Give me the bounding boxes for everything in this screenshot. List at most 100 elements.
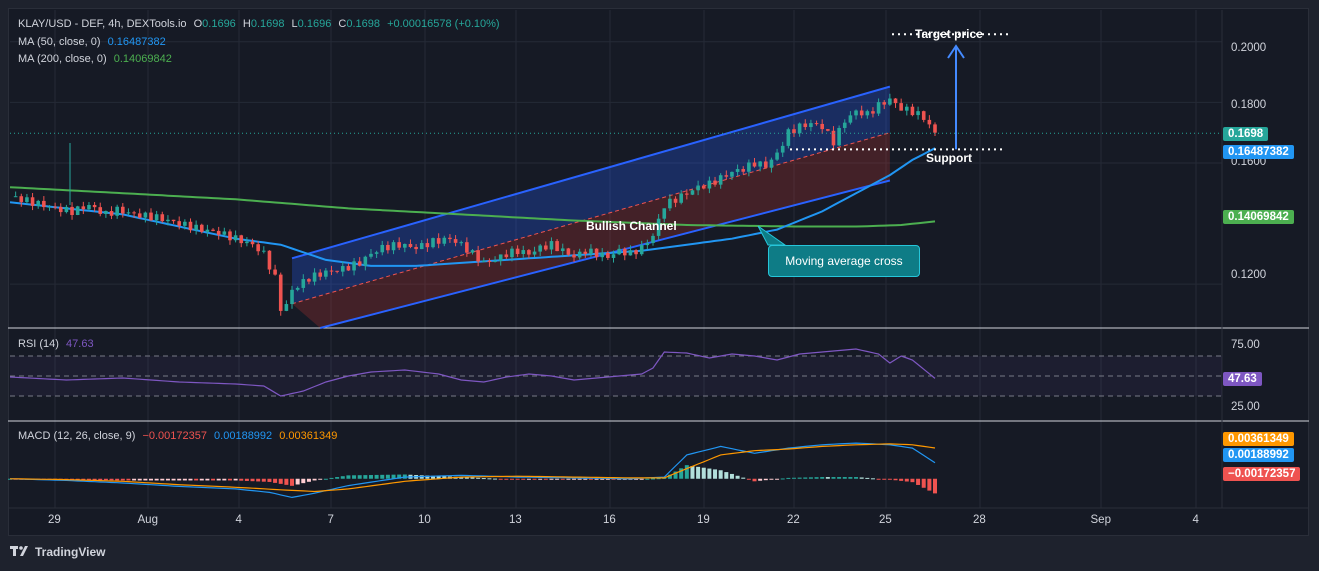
macd-histogram-bar xyxy=(904,478,909,482)
candle-body xyxy=(374,252,379,254)
macd-histogram-bar xyxy=(244,478,249,481)
macd-histogram-bar xyxy=(154,478,159,481)
histogram-value-tag: −0.00172357 xyxy=(1223,467,1301,481)
macd-histogram-bar xyxy=(532,478,537,480)
macd-histogram-bar xyxy=(617,478,622,480)
candle-body xyxy=(352,261,356,271)
macd-histogram-bar xyxy=(227,478,232,481)
tradingview-logo-icon xyxy=(10,546,28,556)
signal-line xyxy=(10,443,936,493)
candle-body xyxy=(876,102,881,114)
macd-histogram-bar xyxy=(825,477,830,479)
macd-histogram-bar xyxy=(278,478,283,484)
date-tick: 19 xyxy=(697,514,710,526)
tradingview-brand[interactable]: TradingView xyxy=(10,545,105,559)
date-tick: 10 xyxy=(418,514,431,526)
macd-histogram-bar xyxy=(831,477,836,479)
macd-histogram-bar xyxy=(391,474,396,479)
open-value: 0.1696 xyxy=(202,18,236,30)
ma200-legend[interactable]: MA (200, close, 0) 0.14069842 xyxy=(18,53,176,65)
macd-line-value: 0.00188992 xyxy=(214,430,273,442)
macd-histogram-bar xyxy=(910,478,915,483)
candle-body xyxy=(763,161,768,168)
candle-body xyxy=(121,206,125,214)
candle-body xyxy=(324,270,328,277)
macd-histogram-bar xyxy=(267,478,272,482)
candle-body xyxy=(651,235,655,243)
macd-histogram-bar xyxy=(820,477,825,479)
macd-histogram-bar xyxy=(312,478,317,481)
high-value: 0.1698 xyxy=(250,18,285,30)
macd-histogram-bar xyxy=(791,477,796,479)
macd-histogram-bar xyxy=(216,478,221,481)
macd-hist-value: −0.00172357 xyxy=(142,430,207,442)
candle-body xyxy=(589,248,593,254)
channel-bottom-line xyxy=(319,179,891,329)
candle-body xyxy=(98,207,103,214)
candle-body xyxy=(109,211,114,216)
candle-body xyxy=(177,221,182,226)
rsi-legend[interactable]: RSI (14) 47.63 xyxy=(18,338,98,350)
macd-histogram-bar xyxy=(504,478,509,480)
ohlc-legend: KLAY/USD - DEF, 4h, DEXTools.io O0.1696 … xyxy=(18,18,504,30)
candle-body xyxy=(882,102,887,105)
macd-histogram-bar xyxy=(318,478,323,480)
candle-body xyxy=(713,180,717,185)
macd-histogram-bar xyxy=(165,478,170,481)
macd-histogram-bar xyxy=(233,478,238,481)
macd-histogram-bar xyxy=(98,478,103,481)
candle-body xyxy=(679,193,683,203)
low-label: L xyxy=(291,18,298,30)
macd-histogram-bar xyxy=(149,478,154,481)
macd-histogram-bar xyxy=(684,465,689,479)
ma50-path xyxy=(9,147,936,267)
macd-histogram-bar xyxy=(758,478,763,481)
candle-body xyxy=(752,162,757,167)
macd-histogram-bar xyxy=(306,478,311,482)
macd-histogram-bar xyxy=(899,478,904,481)
macd-histogram-bar xyxy=(605,478,610,480)
macd-histogram-bar xyxy=(368,475,373,479)
candle-body xyxy=(814,123,819,125)
macd-histogram-bar xyxy=(92,478,97,481)
candle-body xyxy=(19,196,24,203)
macd-histogram-bar xyxy=(120,478,125,481)
ma50-legend[interactable]: MA (50, close, 0) 0.16487382 xyxy=(18,36,170,48)
channel-mid-line xyxy=(291,132,891,305)
chart-frame xyxy=(8,8,1309,536)
macd-histogram-bar xyxy=(780,478,785,480)
macd-histogram-bar xyxy=(464,477,469,479)
macd-histogram-bar xyxy=(876,478,881,480)
macd-histogram-bar xyxy=(921,478,926,488)
macd-histogram-bar xyxy=(870,478,875,480)
candle-body xyxy=(741,169,746,172)
candle-body xyxy=(419,243,424,250)
candle-body xyxy=(216,230,221,235)
macd-signal-value: 0.00361349 xyxy=(279,430,338,442)
candle-body xyxy=(904,106,909,111)
macd-histogram-bar xyxy=(566,478,571,480)
moving-average-cross-callout[interactable]: Moving average cross xyxy=(768,245,920,277)
candle-body xyxy=(64,206,69,213)
macd-histogram-bar xyxy=(487,478,492,480)
candle-body xyxy=(290,289,294,305)
candle-body xyxy=(865,111,870,116)
macd-histogram-bar xyxy=(284,478,289,485)
candle-body xyxy=(25,197,29,203)
candle-body xyxy=(92,204,97,208)
macd-histogram-bar xyxy=(882,478,887,480)
candle-body xyxy=(436,238,441,244)
macd-histogram-bar xyxy=(160,478,165,481)
symbol-title[interactable]: KLAY/USD - DEF, 4h, DEXTools.io xyxy=(18,18,187,30)
candle-body xyxy=(132,212,136,214)
macd-legend[interactable]: MACD (12, 26, close, 9) −0.00172357 0.00… xyxy=(18,430,341,442)
macd-histogram-bar xyxy=(600,478,605,480)
candle-body xyxy=(493,260,497,262)
macd-histogram-bar xyxy=(583,478,588,480)
candle-body xyxy=(634,250,638,255)
candle-body xyxy=(848,115,853,123)
macd-value-tag: 0.00188992 xyxy=(1223,448,1294,462)
candle-body xyxy=(888,98,892,105)
candle-body xyxy=(442,237,447,244)
